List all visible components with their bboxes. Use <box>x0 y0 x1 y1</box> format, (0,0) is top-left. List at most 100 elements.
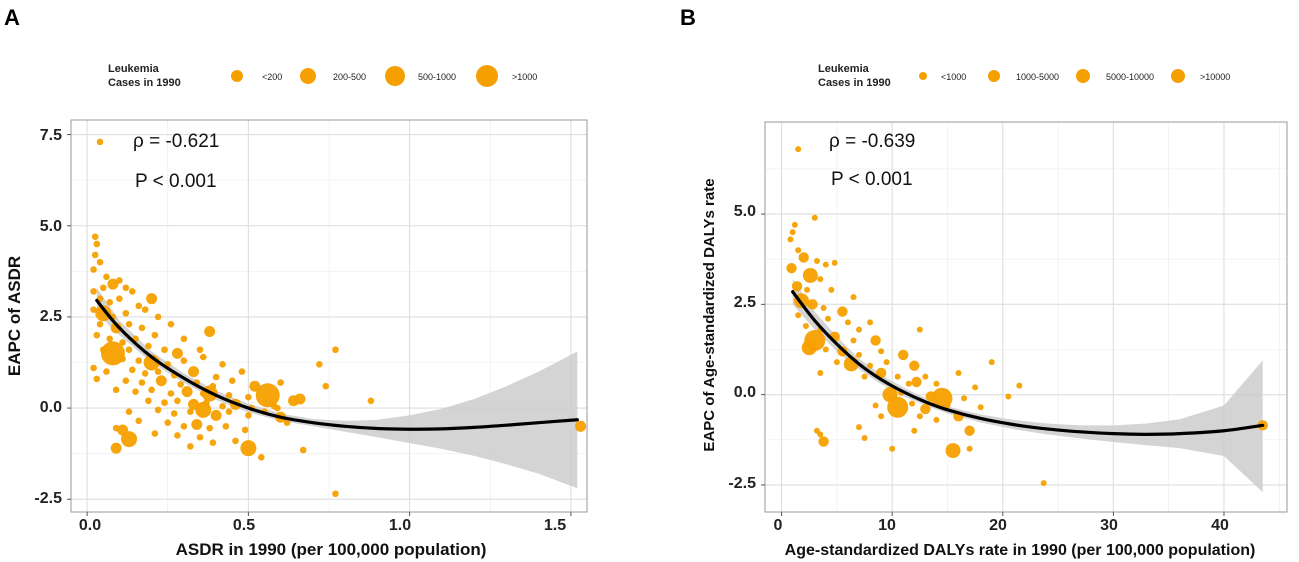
panel-a-y-tick-3: 2.5 <box>40 308 62 325</box>
panel-b-data-point <box>818 436 829 447</box>
panel-b-data-point <box>867 319 874 326</box>
panel-b-data-point <box>909 360 920 371</box>
panel-a-data-point <box>161 346 168 354</box>
panel-a-data-point <box>210 409 222 421</box>
panel-b-data-point <box>922 373 929 380</box>
panel-a-data-point <box>96 138 104 146</box>
panel-b-data-point <box>911 376 922 388</box>
panel-b-confidence-band <box>792 279 1263 493</box>
panel-a-legend-entry-2: 200-500 <box>333 72 366 82</box>
panel-b-x-tick-1: 0 <box>774 517 783 534</box>
panel-a-data-point <box>188 366 200 378</box>
panel-a-data-point <box>187 443 194 450</box>
panel-b-x-tick-3: 20 <box>989 517 1007 534</box>
panel-b-data-point <box>911 427 918 434</box>
panel-a-data-point <box>125 346 133 354</box>
panel-b-data-point <box>787 236 794 243</box>
panel-a-legend-dot-1 <box>231 70 243 82</box>
panel-b-data-point <box>861 434 868 441</box>
panel-b-data-point <box>817 369 824 376</box>
panel-b-data-point <box>894 373 901 380</box>
panel-b-data-point <box>867 362 874 369</box>
panel-b-legend-dot-3 <box>1076 69 1090 83</box>
panel-a-data-point <box>125 320 133 328</box>
panel-a-legend-entry-4: >1000 <box>512 72 537 82</box>
panel-b-data-point <box>1016 382 1023 389</box>
panel-a-data-point <box>154 313 162 321</box>
panel-a-data-point <box>316 361 323 368</box>
panel-a-legend-dot-2 <box>300 68 316 84</box>
panel-a-data-point <box>367 397 375 405</box>
panel-a-data-point <box>196 433 204 441</box>
panel-b-plot <box>761 121 1288 516</box>
panel-a-y-tick-5: -2.5 <box>34 490 62 507</box>
panel-a-data-point <box>99 284 107 292</box>
panel-b-data-point <box>795 146 802 153</box>
panel-a-data-point <box>161 399 168 406</box>
panel-a-data-point <box>277 379 284 386</box>
panel-a-data-point <box>241 426 249 434</box>
panel-a-data-point <box>93 240 101 248</box>
panel-a-data-point <box>90 266 97 273</box>
panel-a-data-point <box>332 346 339 354</box>
panel-b-data-point <box>850 337 857 344</box>
panel-a-data-point <box>91 251 99 259</box>
panel-b-data-point <box>916 413 923 420</box>
panel-a-data-point <box>148 386 155 394</box>
panel-a-label: A <box>4 5 20 30</box>
panel-b-y-tick-3: 0.0 <box>734 384 756 401</box>
panel-a-data-point <box>212 373 220 381</box>
panel-a-data-point <box>209 439 217 447</box>
panel-b-data-point <box>786 263 797 274</box>
panel-b-data-point <box>837 306 848 317</box>
panel-a-data-point <box>90 306 97 313</box>
panel-a-y-tick-2: 5.0 <box>40 218 62 235</box>
panel-a-data-point <box>180 357 188 364</box>
panel-b-x-tick-5: 40 <box>1211 517 1229 534</box>
panel-a-data-point <box>255 383 280 408</box>
panel-b-data-point <box>977 404 984 411</box>
panel-b-data-point <box>813 427 820 434</box>
panel-b-legend-entry-2: 1000-5000 <box>1016 72 1059 82</box>
panel-a-data-point <box>107 278 119 290</box>
panel-a-data-point <box>112 386 120 394</box>
panel-b-data-point <box>789 229 796 236</box>
panel-b-data-point <box>889 445 896 452</box>
panel-b-data-point <box>878 413 885 420</box>
panel-b-data-point <box>828 286 835 293</box>
panel-a-data-point <box>187 408 194 416</box>
panel-a-data-point <box>164 419 172 426</box>
panel-b-data-point <box>933 380 940 387</box>
panel-a-data-point <box>154 368 162 375</box>
panel-b-data-point <box>856 424 863 431</box>
panel-b-data-point <box>933 416 940 423</box>
panel-a-rho-annotation: ρ = -0.621 <box>133 131 219 152</box>
panel-b-data-point <box>916 326 923 333</box>
panel-b-x-tick-2: 10 <box>878 517 896 534</box>
panel-b-legend-entry-3: 5000-10000 <box>1106 72 1154 82</box>
panel-b-data-point <box>972 384 979 391</box>
panel-b-data-point <box>850 294 857 301</box>
panel-a-data-point <box>294 393 306 405</box>
panel-a: A Leukemia Cases in 1990 <200 200-500 50… <box>4 5 588 559</box>
panel-a-data-point <box>196 346 204 354</box>
panel-b-data-point <box>955 369 962 376</box>
panel-a-data-point <box>180 423 188 430</box>
panel-a-legend-dot-4 <box>476 65 498 87</box>
panel-b-legend-entry-4: >10000 <box>1200 72 1230 82</box>
panel-a-data-point <box>141 306 149 313</box>
panel-a-data-point <box>122 284 130 292</box>
panel-a-data-point <box>128 288 136 295</box>
panel-b-data-point <box>872 402 879 409</box>
panel-a-data-point <box>225 392 233 399</box>
panel-b-data-point <box>795 247 802 254</box>
panel-b-legend-entry-1: <1000 <box>941 72 966 82</box>
panel-a-data-point <box>240 440 257 457</box>
panel-a-plot-border <box>70 119 588 513</box>
panel-b-data-point <box>802 267 818 283</box>
panel-a-data-point <box>332 490 339 498</box>
panel-a-data-point <box>238 368 246 375</box>
panel-a-data-point <box>155 375 167 387</box>
panel-b-data-point <box>802 323 809 330</box>
panel-a-data-point <box>170 410 178 417</box>
